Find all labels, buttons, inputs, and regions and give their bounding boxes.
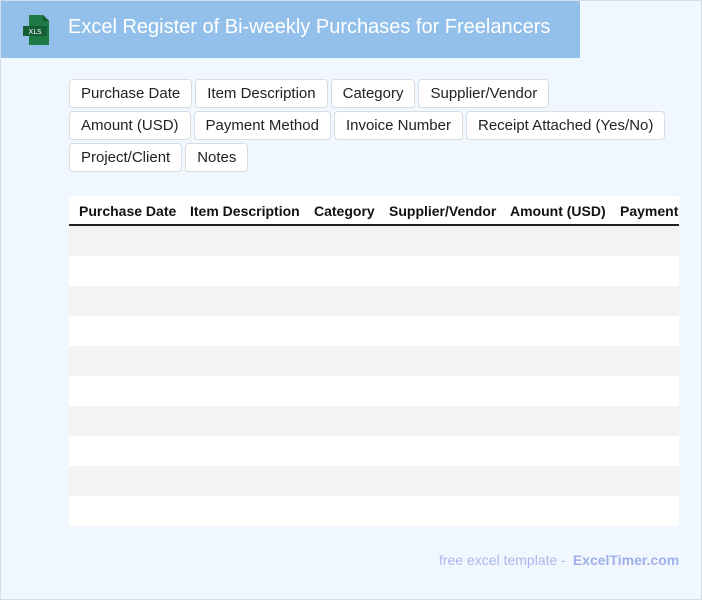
table-row <box>69 436 679 466</box>
column-header: Supplier/Vendor <box>389 203 497 219</box>
table-row <box>69 316 679 346</box>
column-header: Payment <box>620 203 679 219</box>
field-chip[interactable]: Receipt Attached (Yes/No) <box>465 111 666 140</box>
field-chip[interactable]: Amount (USD) <box>69 111 191 140</box>
field-chip[interactable]: Invoice Number <box>333 111 463 140</box>
xls-file-icon: XLS <box>23 15 49 45</box>
footer-brand-link[interactable]: ExcelTimer.com <box>572 552 680 568</box>
footer: free excel template - ExcelTimer.com <box>439 552 679 568</box>
column-header: Purchase Date <box>79 203 177 219</box>
footer-text: free excel template - <box>439 552 566 568</box>
table-row <box>69 376 679 406</box>
table-row <box>69 226 679 256</box>
field-chip[interactable]: Project/Client <box>69 143 183 172</box>
table-row <box>69 466 679 496</box>
svg-text:XLS: XLS <box>28 28 42 36</box>
column-header: Amount (USD) <box>510 203 606 219</box>
table-row <box>69 256 679 286</box>
table-header: Purchase Date Item Description Category Sup… <box>69 196 679 226</box>
table-row <box>69 406 679 436</box>
field-chip[interactable]: Supplier/Vendor <box>418 79 550 108</box>
field-chip[interactable]: Category <box>330 79 416 108</box>
header-banner: XLS Excel Register of Bi-weekly Purchase… <box>1 1 580 58</box>
column-header: Item Description <box>190 203 300 219</box>
field-chip[interactable]: Notes <box>185 143 249 172</box>
field-chip[interactable]: Payment Method <box>193 111 331 140</box>
table-row <box>69 286 679 316</box>
register-table: Purchase Date Item Description Category Sup… <box>69 196 679 526</box>
table-row <box>69 496 679 526</box>
table-row <box>69 346 679 376</box>
field-chip[interactable]: Item Description <box>195 79 328 108</box>
field-list: Purchase Date Item Description Category Sup… <box>69 79 669 172</box>
page-title: Excel Register of Bi-weekly Purchases fo… <box>68 16 551 38</box>
column-header: Category <box>314 203 375 219</box>
field-chip[interactable]: Purchase Date <box>69 79 193 108</box>
